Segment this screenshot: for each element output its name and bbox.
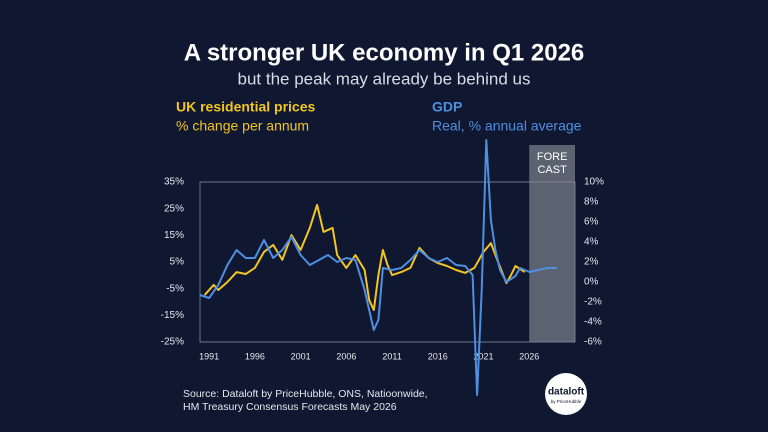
- y-tick-label: -15%: [161, 310, 184, 321]
- y-axis-subtitle: % change per annum: [176, 118, 309, 134]
- chart-title: A stronger UK economy in Q1 2026: [184, 39, 585, 66]
- forecast-label: CAST: [537, 164, 567, 176]
- y2-tick-label: -2%: [584, 297, 602, 308]
- y2-tick-label: 8%: [584, 197, 599, 208]
- y-tick-label: -5%: [166, 283, 184, 294]
- source-note: HM Treasury Consensus Forecasts May 2026: [183, 401, 397, 413]
- y2-tick-label: 6%: [584, 217, 599, 228]
- y2-tick-label: 10%: [584, 177, 604, 188]
- y-axis-title: UK residential prices: [176, 99, 315, 115]
- x-tick-label: 1991: [199, 351, 219, 361]
- forecast-label: FORE: [537, 151, 568, 163]
- y-tick-label: 25%: [164, 203, 184, 214]
- y2-tick-label: 4%: [584, 237, 599, 248]
- plot-frame: [199, 181, 576, 343]
- x-tick-label: 2001: [291, 351, 311, 361]
- y-tick-label: 15%: [164, 230, 184, 241]
- x-tick-label: 1996: [245, 351, 265, 361]
- y2-tick-label: 0%: [584, 277, 599, 288]
- logo-tagline: by PriceHubble: [551, 399, 582, 404]
- source-note: Source: Dataloft by PriceHubble, ONS, Na…: [183, 388, 428, 400]
- series-line: [203, 203, 526, 311]
- y2-tick-label: -4%: [584, 317, 602, 328]
- series-line: [199, 139, 557, 396]
- x-tick-label: 2016: [428, 351, 448, 361]
- y-tick-label: 35%: [164, 177, 184, 188]
- y2-tick-label: 2%: [584, 257, 599, 268]
- x-tick-label: 2021: [474, 351, 494, 361]
- x-tick-label: 2026: [519, 351, 539, 361]
- logo: dataloft by PriceHubble: [545, 373, 587, 415]
- chart-subtitle: but the peak may already be behind us: [238, 69, 531, 88]
- forecast-region: [529, 145, 575, 342]
- logo-badge: [545, 373, 587, 415]
- x-tick-label: 2006: [336, 351, 356, 361]
- y2-axis-title: GDP: [432, 99, 462, 115]
- y2-tick-label: -6%: [584, 337, 602, 348]
- x-tick-label: 2011: [382, 351, 401, 361]
- y2-axis-subtitle: Real, % annual average: [432, 118, 582, 134]
- y-tick-label: -25%: [161, 337, 184, 348]
- y-tick-label: 5%: [170, 257, 185, 268]
- logo-name: dataloft: [548, 387, 585, 398]
